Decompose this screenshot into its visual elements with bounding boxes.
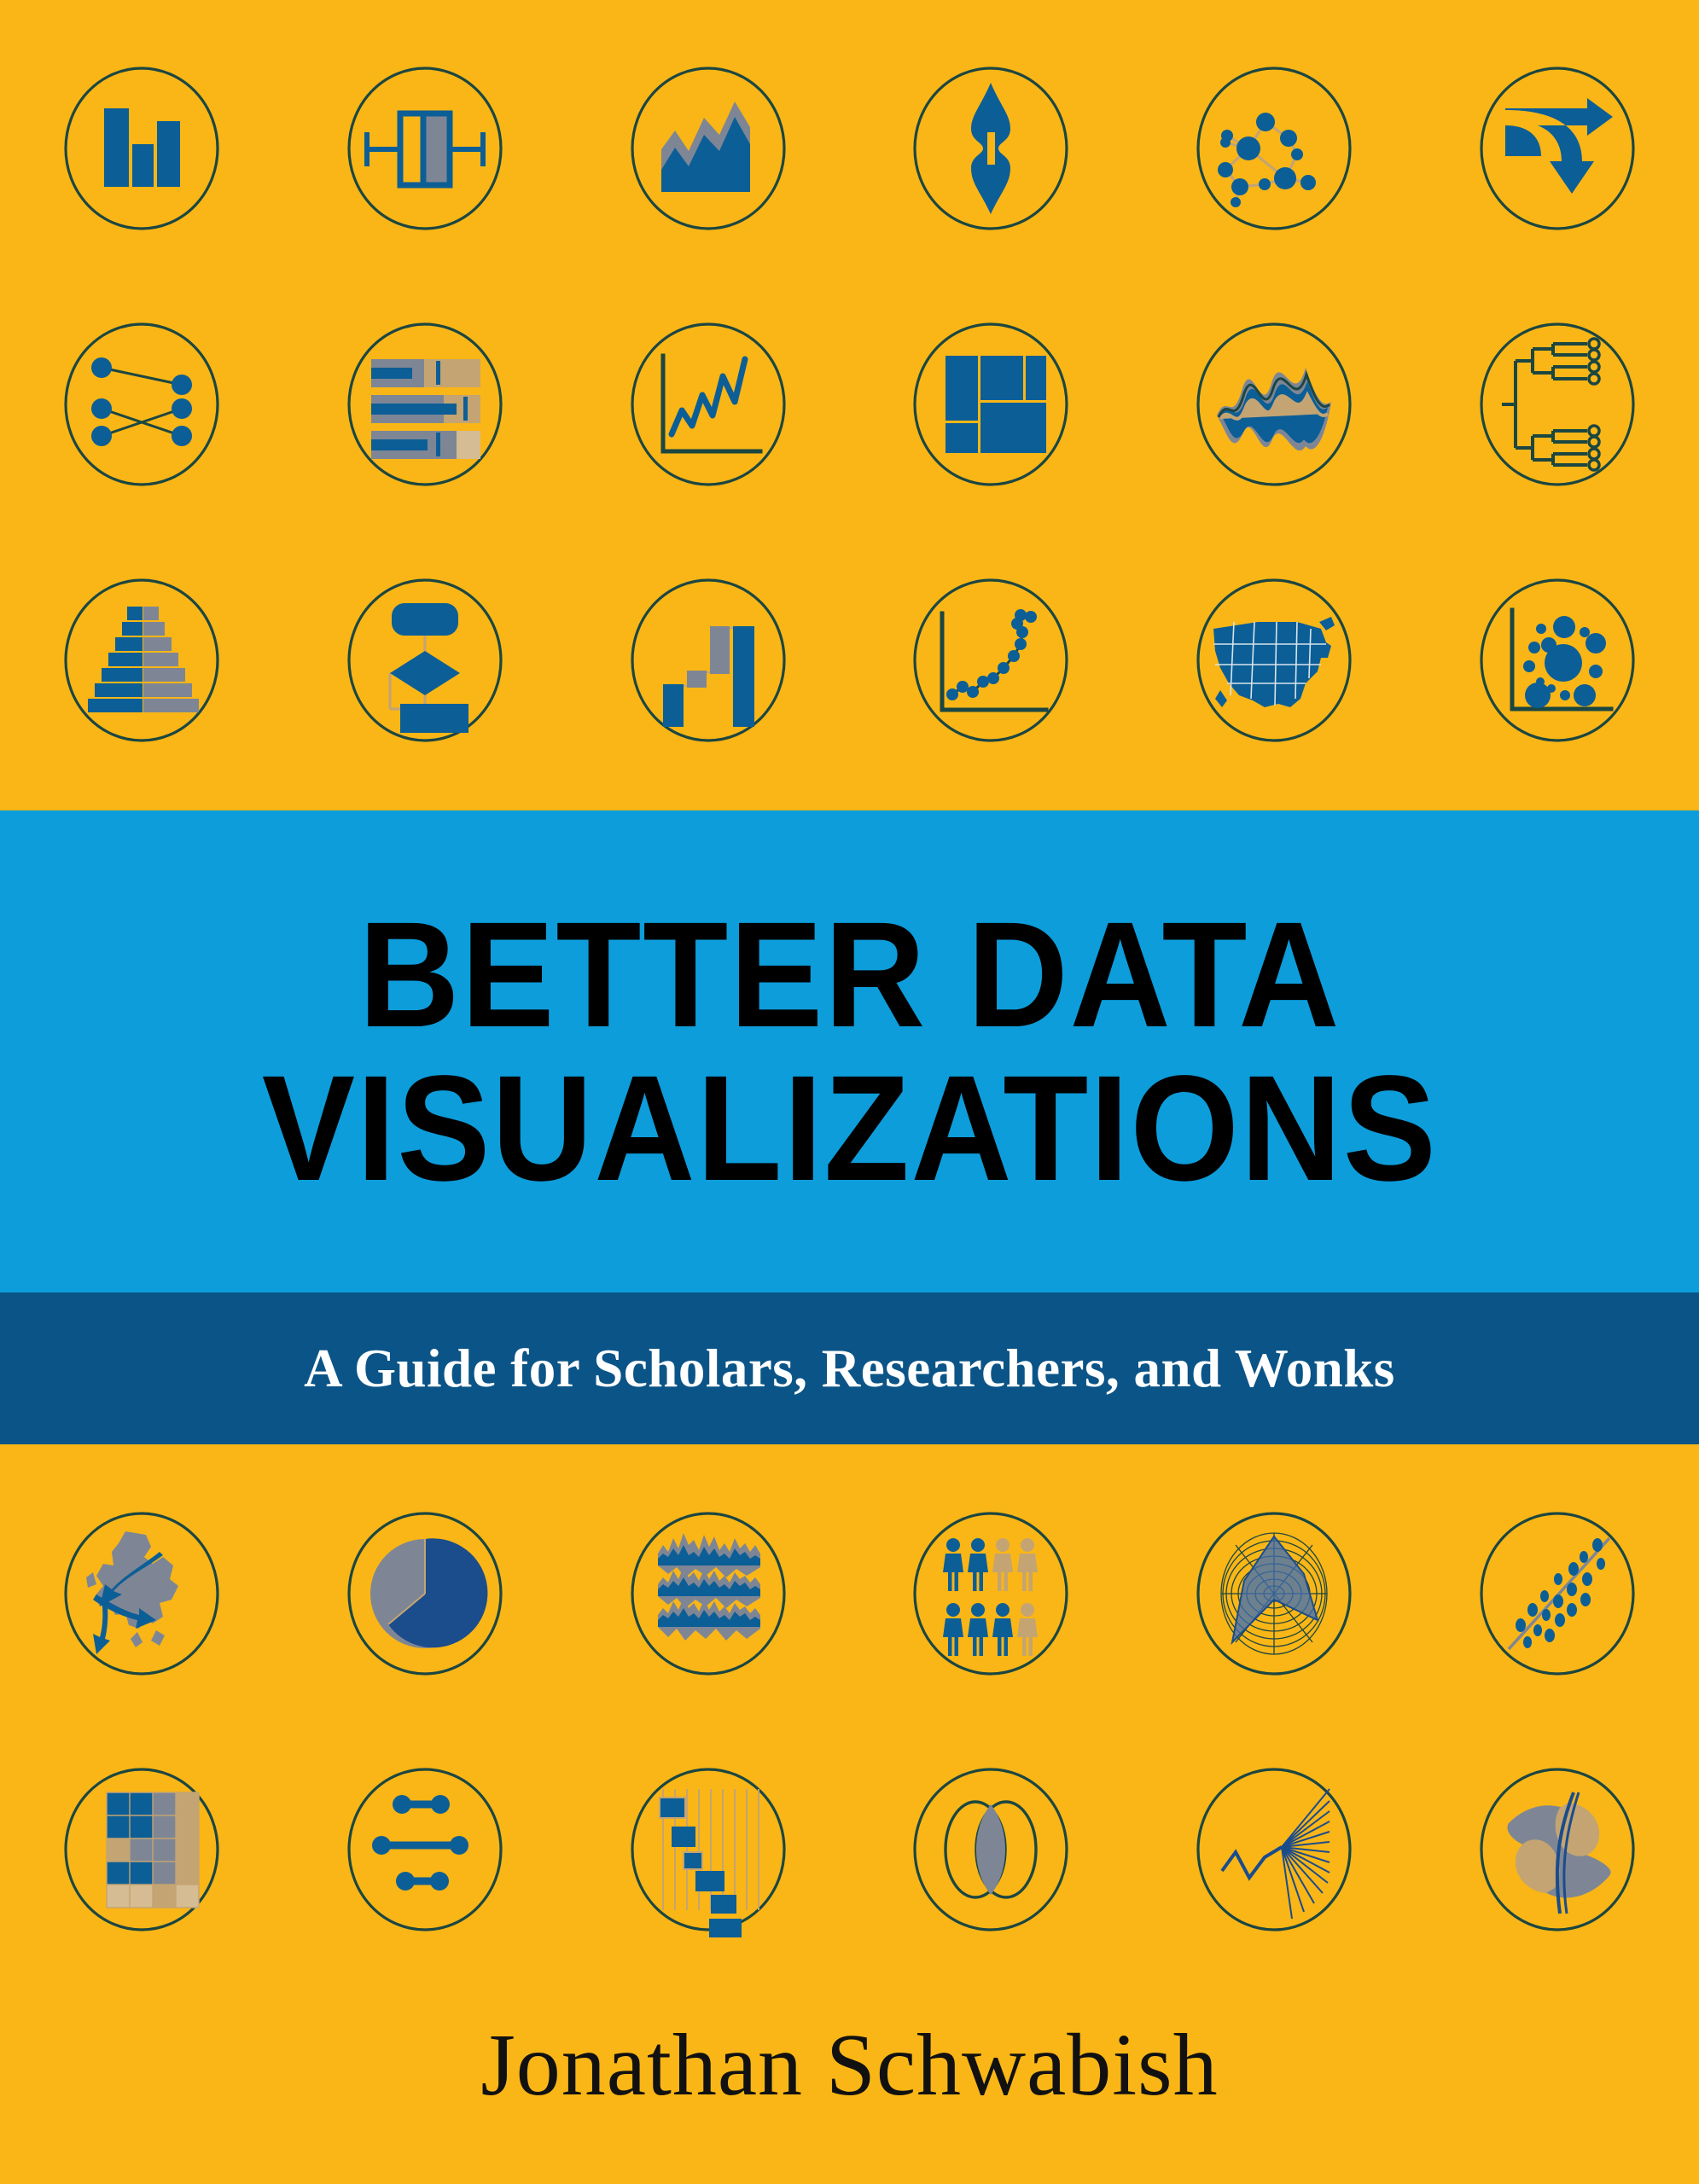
- top-yellow-band: [0, 0, 1699, 810]
- author-block: Jonathan Schwabish: [0, 1988, 1699, 2141]
- gantt-chart-icon: [610, 1751, 806, 1948]
- flow-map-icon: [44, 1496, 240, 1692]
- dumbbell-chart-icon: [327, 1751, 523, 1948]
- top-icon-grid: [0, 20, 1699, 788]
- pie-chart-icon: [327, 1496, 523, 1692]
- slope-chart-icon: [44, 306, 240, 502]
- bottom-yellow-band: [0, 1444, 1699, 2184]
- dendrogram-icon: [1459, 306, 1655, 502]
- treemap-icon: [893, 306, 1089, 502]
- population-pyramid-icon: [44, 562, 240, 758]
- pictogram-icon: [893, 1496, 1089, 1692]
- line-chart-icon: [610, 306, 806, 502]
- title-blue-band: [0, 810, 1699, 1292]
- author-name: Jonathan Schwabish: [480, 2015, 1219, 2114]
- subtitle-dark-band: [0, 1292, 1699, 1444]
- title-block: BETTER DATA VISUALIZATIONS: [0, 810, 1699, 1292]
- fan-chart-icon: [1176, 1751, 1372, 1948]
- area-chart-icon: [610, 50, 806, 247]
- sankey-arrow-icon: [1459, 50, 1655, 247]
- subtitle-text: A Guide for Scholars, Researchers, and W…: [304, 1338, 1395, 1398]
- venn-diagram-icon: [893, 1751, 1089, 1948]
- heatmap-icon: [44, 1751, 240, 1948]
- radar-chart-icon: [1176, 1496, 1372, 1692]
- bubble-chart-icon: [1459, 562, 1655, 758]
- choropleth-map-icon: [1176, 562, 1372, 758]
- title-line-2: VISUALIZATIONS: [261, 1044, 1438, 1212]
- subtitle-block: A Guide for Scholars, Researchers, and W…: [0, 1292, 1699, 1444]
- network-diagram-icon: [1176, 50, 1372, 247]
- violin-plot-icon: [893, 50, 1089, 247]
- title-line-1: BETTER DATA: [358, 891, 1341, 1059]
- scatterplot-icon: [1459, 1496, 1655, 1692]
- bar-chart-icon: [44, 50, 240, 247]
- contour-chart-icon: [1459, 1751, 1655, 1948]
- ridgeline-plot-icon: [610, 1496, 806, 1692]
- flowchart-icon: [327, 562, 523, 758]
- waterfall-chart-icon: [610, 562, 806, 758]
- bullet-chart-icon: [327, 306, 523, 502]
- bottom-icon-grid: [0, 1466, 1699, 1978]
- connected-scatter-icon: [893, 562, 1089, 758]
- stream-graph-icon: [1176, 306, 1372, 502]
- box-and-whisker-icon: [327, 50, 523, 247]
